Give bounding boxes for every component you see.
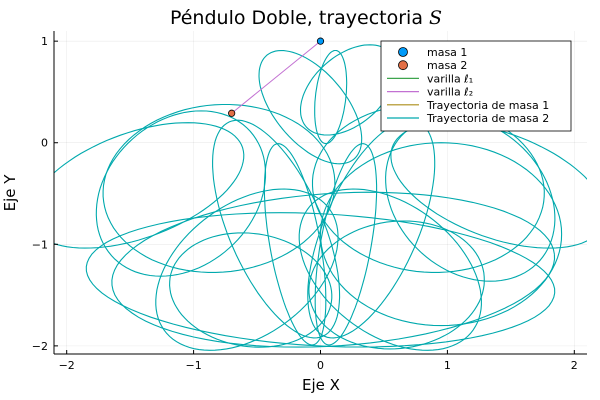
tick-labels: −2 −1 0 1 2 −2 −1 0 1	[32, 35, 578, 372]
legend-marker-1	[398, 60, 408, 71]
legend-label-4: Trayectoria de masa 1	[426, 99, 549, 112]
trajectory-segment-16	[111, 191, 556, 348]
x-axis-label: Eje X	[302, 376, 340, 394]
mass-2-marker	[228, 109, 236, 117]
legend-label-5: Trayectoria de masa 2	[426, 112, 549, 125]
legend-label-0: masa 1	[427, 46, 467, 59]
trajectory-segment-15	[85, 212, 556, 348]
trajectory-segment-12	[390, 122, 587, 249]
trajectory-segment-5	[258, 50, 363, 165]
legend-marker-0	[398, 47, 408, 57]
x-tick-label-1: −1	[185, 359, 201, 372]
trajectory-segment-10	[298, 188, 482, 351]
y-tick-label-0: −2	[32, 340, 48, 353]
y-tick-label-1: −1	[32, 238, 48, 251]
mass-1-marker	[316, 37, 325, 45]
y-tick-label-3: 1	[41, 35, 48, 48]
trajectory-segment-0	[54, 122, 245, 249]
y-axis-label: Eje Y	[1, 174, 19, 212]
trajectory-segment-4	[263, 143, 327, 346]
masses	[228, 37, 325, 117]
chart-title: Péndulo Doble, trayectoria S	[170, 7, 442, 29]
rods	[231, 40, 321, 114]
trajectory-segment-1	[102, 103, 336, 273]
x-tick-label-2: 0	[317, 359, 324, 372]
legend-box	[380, 40, 572, 132]
trajectory-segment-18	[169, 232, 333, 348]
trajectory-segment-3	[212, 119, 341, 339]
y-tick-label-2: 0	[41, 137, 48, 150]
trajectory-segment-19	[319, 142, 563, 327]
rod-2	[231, 40, 321, 114]
legend-label-2: varilla ℓ₁	[427, 72, 473, 85]
legend-label-3: varilla ℓ₂	[427, 86, 473, 99]
x-tick-label-4: 2	[571, 359, 578, 372]
trajectory-segment-9	[307, 119, 436, 339]
trajectory-segment-6	[314, 49, 348, 145]
trajectory-segment-14	[95, 110, 267, 277]
x-tick-label-0: −2	[59, 359, 75, 372]
legend-label-1: masa 2	[427, 59, 467, 72]
x-tick-label-3: 1	[444, 359, 451, 372]
trajectory-segment-17	[308, 220, 485, 350]
trajectory-segment-2	[155, 188, 339, 351]
